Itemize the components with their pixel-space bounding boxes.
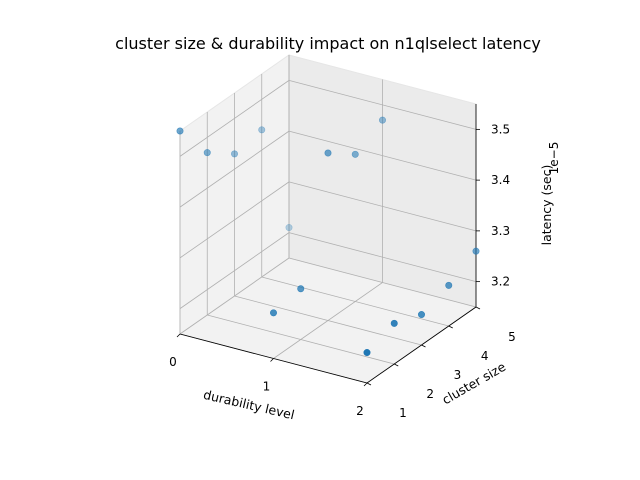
data-point [269,309,277,317]
x-axis-label: durability level [202,387,296,423]
z-axis-label: latency (sec) [539,165,554,246]
z-tick-label: 3.4 [491,173,510,187]
data-point [297,285,305,293]
z-gridline [179,232,290,309]
x-tick-label: 0 [169,355,177,369]
data-point [324,149,332,157]
y-tick-label: 5 [508,330,516,344]
z-gridline [288,130,477,181]
z-offset-label: 1e−5 [547,142,561,175]
z-gridline [179,181,290,259]
data-point [258,126,266,134]
y-tick-mark [421,344,426,348]
chart-title: cluster size & durability impact on n1ql… [115,34,541,53]
tick-labels: 0 1 2 1 2 3 4 5 3.2 3.3 3.4 3.5 [169,122,516,420]
z-tick-label: 3.5 [491,122,510,136]
z-gridline [179,130,290,208]
y-tick-label: 2 [426,387,434,401]
y-gridline [261,276,449,327]
data-point [351,150,359,158]
y-tick-mark [475,306,481,310]
y-gridline [207,314,395,365]
z-gridline [288,79,477,130]
data-point [285,224,293,232]
data-point [472,247,480,255]
z-gridline [179,80,290,157]
y-tick-mark [366,382,372,386]
axis-lines [176,104,481,387]
x-tick-label: 1 [263,380,271,394]
data-point [417,311,425,319]
data-point [390,319,398,327]
y-tick-mark [394,363,399,367]
y-tick-label: 4 [481,349,489,363]
data-point [363,349,371,357]
y-tick-label: 1 [399,406,407,420]
z-tick-label: 3.2 [491,275,510,289]
data-point [445,281,453,289]
z-gridline [288,232,477,283]
data-point [231,150,239,158]
x-tick-mark [270,358,274,362]
data-points [176,116,480,357]
z-gridline [288,181,477,232]
x-tick-mark [176,333,181,338]
data-point [176,127,184,135]
y-gridline [288,257,477,308]
x-tick-label: 2 [356,404,364,418]
data-point [203,149,211,157]
y-tick-mark [448,325,453,329]
data-point [378,116,386,124]
y-gridline [234,295,422,346]
x-tick-mark [363,382,368,387]
y-axis-label: cluster size [439,359,508,408]
z-tick-label: 3.3 [491,224,510,238]
y-tick-label: 3 [454,368,462,382]
